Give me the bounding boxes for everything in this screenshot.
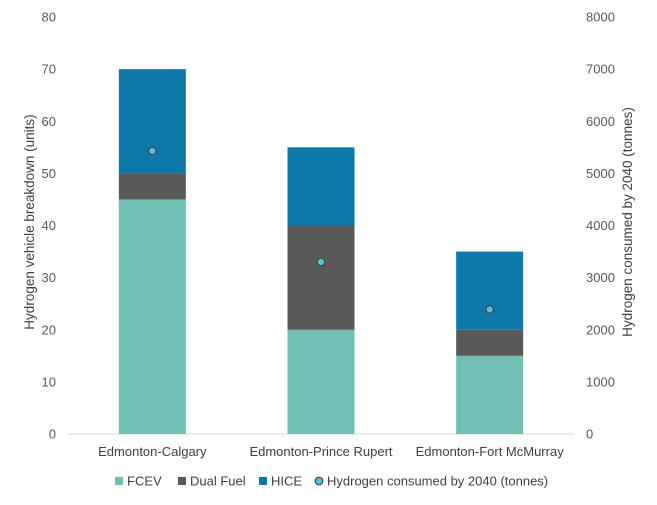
- y-axis-title: Hydrogen vehicle breakdown (units): [22, 114, 37, 329]
- y2-tick-label: 4000: [586, 218, 615, 233]
- bar-segment: [118, 173, 186, 200]
- bars: [118, 69, 524, 434]
- bar-segment: [118, 69, 186, 174]
- y-tick-label: 80: [42, 10, 56, 25]
- bar-segment: [456, 355, 524, 434]
- category-label: Edmonton-Calgary: [98, 444, 207, 459]
- bar-segment: [456, 251, 524, 330]
- hydrogen-marker: [485, 305, 495, 314]
- y-axis-title-text: Hydrogen vehicle breakdown (units): [22, 114, 37, 329]
- legend: FCEV Dual Fuel HICE Hydrogen consumed by 20…: [115, 474, 548, 489]
- y-tick-label: 40: [42, 218, 56, 233]
- y2-tick-label: 2000: [586, 322, 615, 337]
- y-tick-label: 70: [42, 62, 56, 77]
- hydrogen-marker: [147, 146, 157, 156]
- y2-tick-label: 0: [586, 427, 593, 442]
- legend-label: Hydrogen consumed by 2040 (tonnes): [327, 474, 548, 489]
- legend-label: HICE: [271, 474, 302, 489]
- y2-tick-label: 6000: [586, 114, 615, 129]
- y2-tick-label: 1000: [586, 374, 615, 389]
- bar-segment: [287, 225, 355, 330]
- y2-tick-label: 3000: [586, 270, 615, 285]
- y2-tick-label: 5000: [586, 166, 615, 181]
- legend-label: Dual Fuel: [190, 474, 246, 489]
- legend-swatch: [115, 477, 123, 485]
- y-tick-label: 10: [42, 374, 56, 389]
- legend-swatch: [259, 477, 267, 485]
- y2-tick-label: 7000: [586, 62, 615, 77]
- y2-axis-title: Hydrogen consumed by 2040 (tonnes): [620, 107, 635, 337]
- hydrogen-markers: [147, 146, 495, 314]
- legend-label: FCEV: [127, 474, 162, 489]
- bar-segment: [118, 199, 186, 434]
- y-tick-labels: 0 10 20 30 40 50 60 70 80: [42, 10, 56, 442]
- y2-tick-labels: 0 1000 2000 3000 4000 5000 6000 7000 8000: [586, 10, 615, 442]
- y-tick-label: 20: [42, 322, 56, 337]
- bar-segment: [287, 329, 355, 434]
- legend-swatch: [314, 476, 324, 486]
- category-label: Edmonton-Fort McMurray: [416, 444, 565, 459]
- bar-segment: [456, 329, 524, 356]
- bar-segment: [287, 147, 355, 226]
- y-tick-label: 0: [49, 427, 56, 442]
- legend-swatch: [178, 477, 186, 485]
- y-tick-label: 50: [42, 166, 56, 181]
- y2-axis-title-text: Hydrogen consumed by 2040 (tonnes): [620, 107, 635, 337]
- y2-tick-label: 8000: [586, 10, 615, 25]
- y-tick-label: 60: [42, 114, 56, 129]
- hydrogen-marker: [316, 257, 326, 267]
- category-labels: Edmonton-Calgary Edmonton-Prince Rupert Ed…: [98, 444, 564, 459]
- category-label: Edmonton-Prince Rupert: [249, 444, 392, 459]
- y-tick-label: 30: [42, 270, 56, 285]
